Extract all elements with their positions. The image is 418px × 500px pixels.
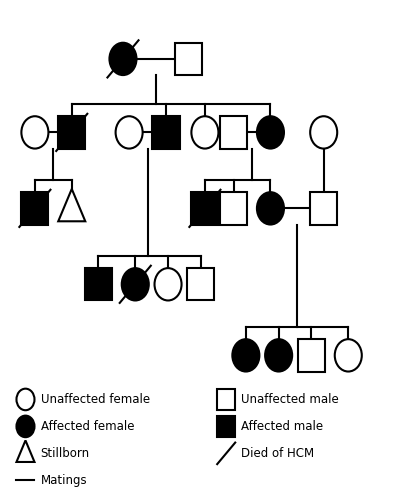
Bar [153, 116, 179, 148]
Bar [310, 192, 337, 224]
Circle shape [155, 268, 181, 300]
Bar [220, 192, 247, 224]
Circle shape [335, 339, 362, 372]
Circle shape [21, 116, 48, 148]
Polygon shape [16, 440, 35, 462]
Text: Unaffected male: Unaffected male [241, 393, 339, 406]
Bar [191, 192, 219, 224]
Circle shape [16, 416, 35, 437]
Circle shape [191, 116, 219, 148]
Bar [58, 116, 85, 148]
Text: Died of HCM: Died of HCM [241, 447, 314, 460]
Bar [21, 192, 48, 224]
Circle shape [257, 192, 284, 224]
Circle shape [265, 339, 292, 372]
Bar [217, 388, 235, 410]
Bar [217, 416, 235, 437]
Bar [187, 268, 214, 300]
Circle shape [116, 116, 143, 148]
Circle shape [122, 268, 149, 300]
Bar [298, 339, 325, 372]
Bar [220, 116, 247, 148]
Circle shape [16, 388, 35, 410]
Text: Unaffected female: Unaffected female [41, 393, 150, 406]
Circle shape [232, 339, 260, 372]
Bar [85, 268, 112, 300]
Bar [175, 42, 202, 75]
Circle shape [257, 116, 284, 148]
Polygon shape [58, 189, 85, 222]
Text: Affected male: Affected male [241, 420, 324, 433]
Text: Stillborn: Stillborn [41, 447, 90, 460]
Text: Matings: Matings [41, 474, 87, 487]
Circle shape [310, 116, 337, 148]
Text: Affected female: Affected female [41, 420, 134, 433]
Circle shape [110, 42, 137, 75]
